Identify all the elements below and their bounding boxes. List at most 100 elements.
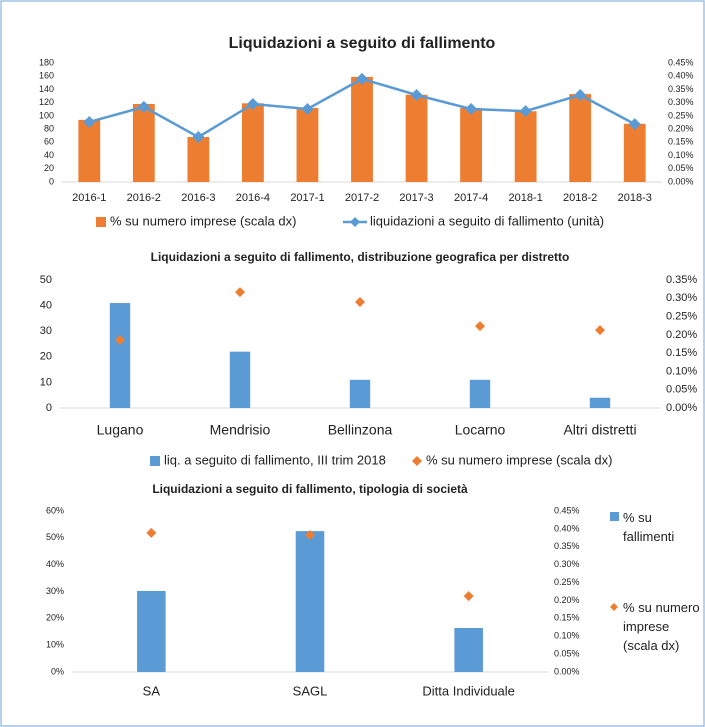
x-tick-label: 2018-2 — [563, 192, 597, 204]
y-tick-label: 80 — [44, 123, 54, 133]
line-marker — [628, 118, 641, 131]
x-tick-label: 2017-3 — [399, 192, 433, 204]
point — [146, 527, 157, 538]
y-tick-label: 40 — [40, 300, 52, 312]
bar — [109, 303, 131, 408]
line-marker — [83, 115, 96, 128]
legend-label: liquidazioni a seguito di fallimento (un… — [370, 213, 604, 228]
y2-tick-label: 0.40% — [668, 71, 694, 81]
chart-title: Liquidazioni a seguito di fallimento, di… — [151, 250, 570, 264]
line-marker — [465, 103, 478, 116]
y2-tick-label: 0.25% — [554, 577, 580, 587]
y2-tick-label: 0.30% — [666, 292, 697, 304]
y2-tick-label: 0.40% — [554, 523, 580, 533]
y2-tick-label: 0.35% — [666, 274, 697, 286]
bar — [454, 627, 483, 672]
bar — [460, 107, 482, 182]
y-tick-label: 40 — [44, 150, 54, 160]
bar — [132, 103, 155, 182]
y2-tick-label: 0.45% — [668, 57, 694, 67]
y2-tick-label: 0.10% — [554, 631, 580, 641]
y2-tick-label: 0.45% — [554, 505, 580, 515]
bar — [569, 94, 592, 182]
line-marker — [301, 103, 314, 116]
y-tick-label: 140 — [39, 84, 54, 94]
chart-title: Liquidazioni a seguito di fallimento — [229, 35, 496, 52]
y-tick-label: 20 — [44, 163, 54, 173]
y2-tick-label: 0.20% — [666, 329, 697, 341]
line-marker — [356, 72, 368, 85]
y-tick-label: 0 — [49, 176, 54, 186]
point — [475, 321, 485, 332]
bar — [405, 94, 428, 182]
y2-tick-label: 0.10% — [668, 150, 694, 160]
y-tick-label: 0 — [46, 402, 52, 414]
y2-tick-label: 0.15% — [666, 347, 697, 359]
y2-tick-label: 0.30% — [668, 97, 694, 107]
y-tick-label: 20 — [40, 351, 52, 363]
y2-tick-label: 0.15% — [668, 137, 694, 147]
point — [355, 296, 365, 307]
y-tick-label: 50 — [40, 274, 52, 286]
y2-tick-label: 0.05% — [668, 163, 694, 173]
bar — [623, 123, 646, 182]
y-tick-label: 10 — [40, 376, 52, 388]
y2-tick-label: 0.35% — [668, 84, 694, 94]
chart-title: Liquidazioni a seguito di fallimento, ti… — [152, 482, 468, 496]
y-tick-label: 160 — [39, 71, 54, 81]
bar — [187, 137, 210, 182]
bar — [229, 351, 251, 408]
y-tick-label: 60 — [44, 137, 54, 147]
y-tick-label: 180 — [39, 57, 54, 67]
x-tick-label: 2016-3 — [181, 192, 215, 204]
legend-swatch — [350, 217, 360, 227]
x-tick-label: 2018-3 — [618, 192, 652, 204]
bar — [349, 379, 371, 408]
y-tick-label: 100 — [39, 110, 54, 120]
x-tick-label: 2016-1 — [72, 192, 106, 204]
y-tick-label: 20% — [46, 613, 64, 623]
y-tick-label: 0% — [51, 666, 64, 676]
legend-label: % su numero imprese (scala dx) — [110, 213, 296, 228]
x-tick-label: SAGL — [293, 683, 328, 698]
line-marker — [519, 105, 532, 118]
x-tick-label: SA — [143, 683, 161, 698]
x-tick-label: 2016-4 — [236, 192, 270, 204]
y2-tick-label: 0.20% — [554, 595, 580, 605]
y-tick-label: 10% — [46, 640, 64, 650]
line-marker — [137, 100, 150, 113]
point — [235, 287, 245, 298]
legend-swatch — [412, 456, 422, 466]
legend-swatch — [96, 217, 106, 227]
bar — [469, 379, 491, 408]
x-tick-label: Altri distretti — [563, 422, 636, 438]
x-tick-label: Locarno — [455, 422, 506, 438]
y-tick-label: 50% — [46, 532, 64, 542]
legend-swatch — [610, 603, 618, 611]
x-tick-label: 2018-1 — [509, 192, 543, 204]
x-tick-label: 2017-1 — [290, 192, 324, 204]
bar — [589, 397, 611, 408]
y2-tick-label: 0.15% — [554, 613, 580, 623]
point — [305, 529, 315, 540]
y2-tick-label: 0.30% — [554, 559, 580, 569]
x-tick-label: Mendrisio — [210, 422, 271, 438]
bar — [78, 119, 101, 182]
y2-tick-label: 0.10% — [666, 365, 697, 377]
y2-tick-label: 0.25% — [666, 310, 697, 322]
x-tick-label: 2017-4 — [454, 192, 488, 204]
bar — [242, 103, 264, 182]
x-tick-label: Ditta Individuale — [422, 683, 515, 698]
bar — [296, 107, 319, 182]
legend-label: % su fallimenti — [623, 510, 675, 544]
bar — [351, 76, 373, 182]
y2-tick-label: 0.20% — [668, 123, 694, 133]
x-tick-label: 2017-2 — [345, 192, 379, 204]
x-tick-label: Bellinzona — [328, 422, 393, 438]
y2-tick-label: 0.00% — [666, 402, 697, 414]
y-tick-label: 40% — [46, 559, 64, 569]
bar — [295, 531, 325, 672]
point — [463, 591, 474, 602]
x-tick-label: 2016-2 — [127, 192, 161, 204]
